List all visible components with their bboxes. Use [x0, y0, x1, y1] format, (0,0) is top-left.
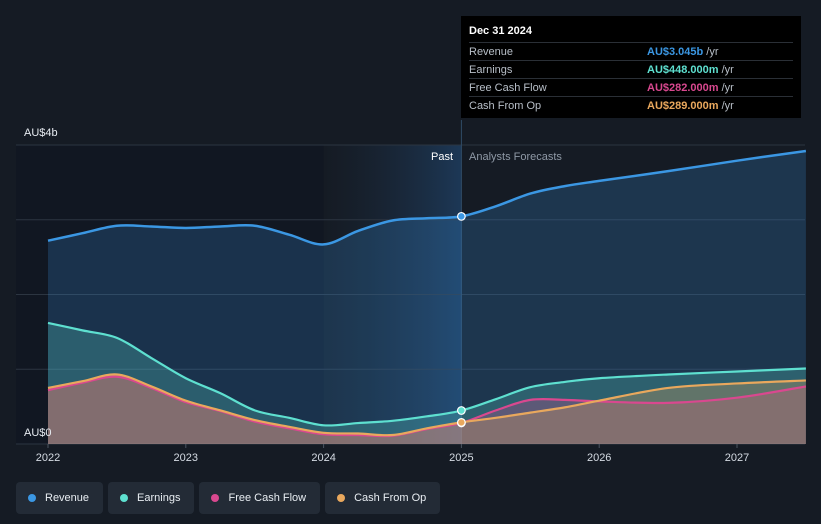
earnings-dot-icon — [120, 494, 129, 502]
tooltip: Dec 31 2024 Revenue AU$3.045b /yr Earnin… — [461, 16, 801, 118]
revenue-marker — [457, 211, 466, 221]
cash-from-op-line — [47, 373, 806, 437]
tooltip-row-earnings: Earnings AU$448.000m /yr — [469, 60, 793, 78]
tooltip-row-revenue: Revenue AU$3.045b /yr — [469, 42, 793, 60]
legend-label: Cash From Op — [354, 492, 427, 504]
legend-item-earnings[interactable]: Earnings — [108, 482, 195, 514]
x-tick-label: 2022 — [36, 452, 60, 464]
tooltip-label: Cash From Op — [469, 99, 542, 112]
legend-item-cash-from-op[interactable]: Cash From Op — [325, 482, 441, 514]
revenue-area — [48, 150, 806, 445]
x-axis: 2022 2023 2024 2025 2026 2027 — [36, 444, 749, 464]
x-tick-label: 2023 — [174, 452, 198, 464]
earnings-marker — [457, 406, 466, 415]
cash-from-op-dot-icon — [337, 494, 346, 502]
tooltip-label: Free Cash Flow — [469, 81, 547, 94]
tooltip-unit: /yr — [721, 99, 734, 112]
revenue-dot-icon — [28, 494, 36, 502]
free-cash-flow-area — [48, 376, 806, 444]
tooltip-value: AU$282.000m — [647, 81, 719, 94]
earnings-area — [48, 322, 806, 444]
tooltip-value: AU$289.000m — [647, 99, 719, 112]
legend: Revenue Earnings Free Cash Flow Cash Fro… — [16, 482, 441, 514]
legend-label: Free Cash Flow — [228, 492, 307, 504]
x-tick-label: 2027 — [725, 452, 749, 464]
tooltip-label: Revenue — [469, 45, 514, 58]
revenue-line — [47, 149, 807, 246]
legend-label: Revenue — [45, 492, 90, 504]
cash-from-op-area — [48, 374, 806, 444]
tooltip-unit: /yr — [721, 63, 734, 76]
tooltip-date: Dec 31 2024 — [469, 25, 532, 37]
tooltip-value: AU$448.000m — [647, 63, 719, 76]
tooltip-unit: /yr — [721, 81, 734, 94]
tooltip-row-cash-from-op: Cash From Op AU$289.000m /yr — [469, 96, 793, 114]
financial-chart: AU$4b AU$0 Past Analysts Forecasts 2022 2… — [16, 120, 807, 464]
legend-item-revenue[interactable]: Revenue — [16, 482, 104, 514]
tooltip-value: AU$3.045b — [647, 45, 704, 58]
y-axis-min-label: AU$0 — [24, 427, 52, 439]
tooltip-unit: /yr — [706, 45, 719, 58]
legend-label: Earnings — [137, 492, 181, 504]
legend-item-free-cash-flow[interactable]: Free Cash Flow — [199, 482, 321, 514]
earnings-line — [47, 321, 806, 427]
free-cash-flow-dot-icon — [211, 494, 220, 502]
x-tick-label: 2026 — [587, 452, 611, 464]
y-axis-max-label: AU$4b — [24, 127, 58, 139]
tooltip-label: Earnings — [469, 63, 513, 76]
x-tick-label: 2024 — [311, 452, 335, 464]
past-label: Past — [431, 151, 453, 163]
cash-from-op-marker — [457, 417, 466, 427]
tooltip-row-free-cash-flow: Free Cash Flow AU$282.000m /yr — [469, 78, 793, 96]
forecast-label: Analysts Forecasts — [469, 151, 562, 163]
x-tick-label: 2025 — [449, 452, 473, 464]
